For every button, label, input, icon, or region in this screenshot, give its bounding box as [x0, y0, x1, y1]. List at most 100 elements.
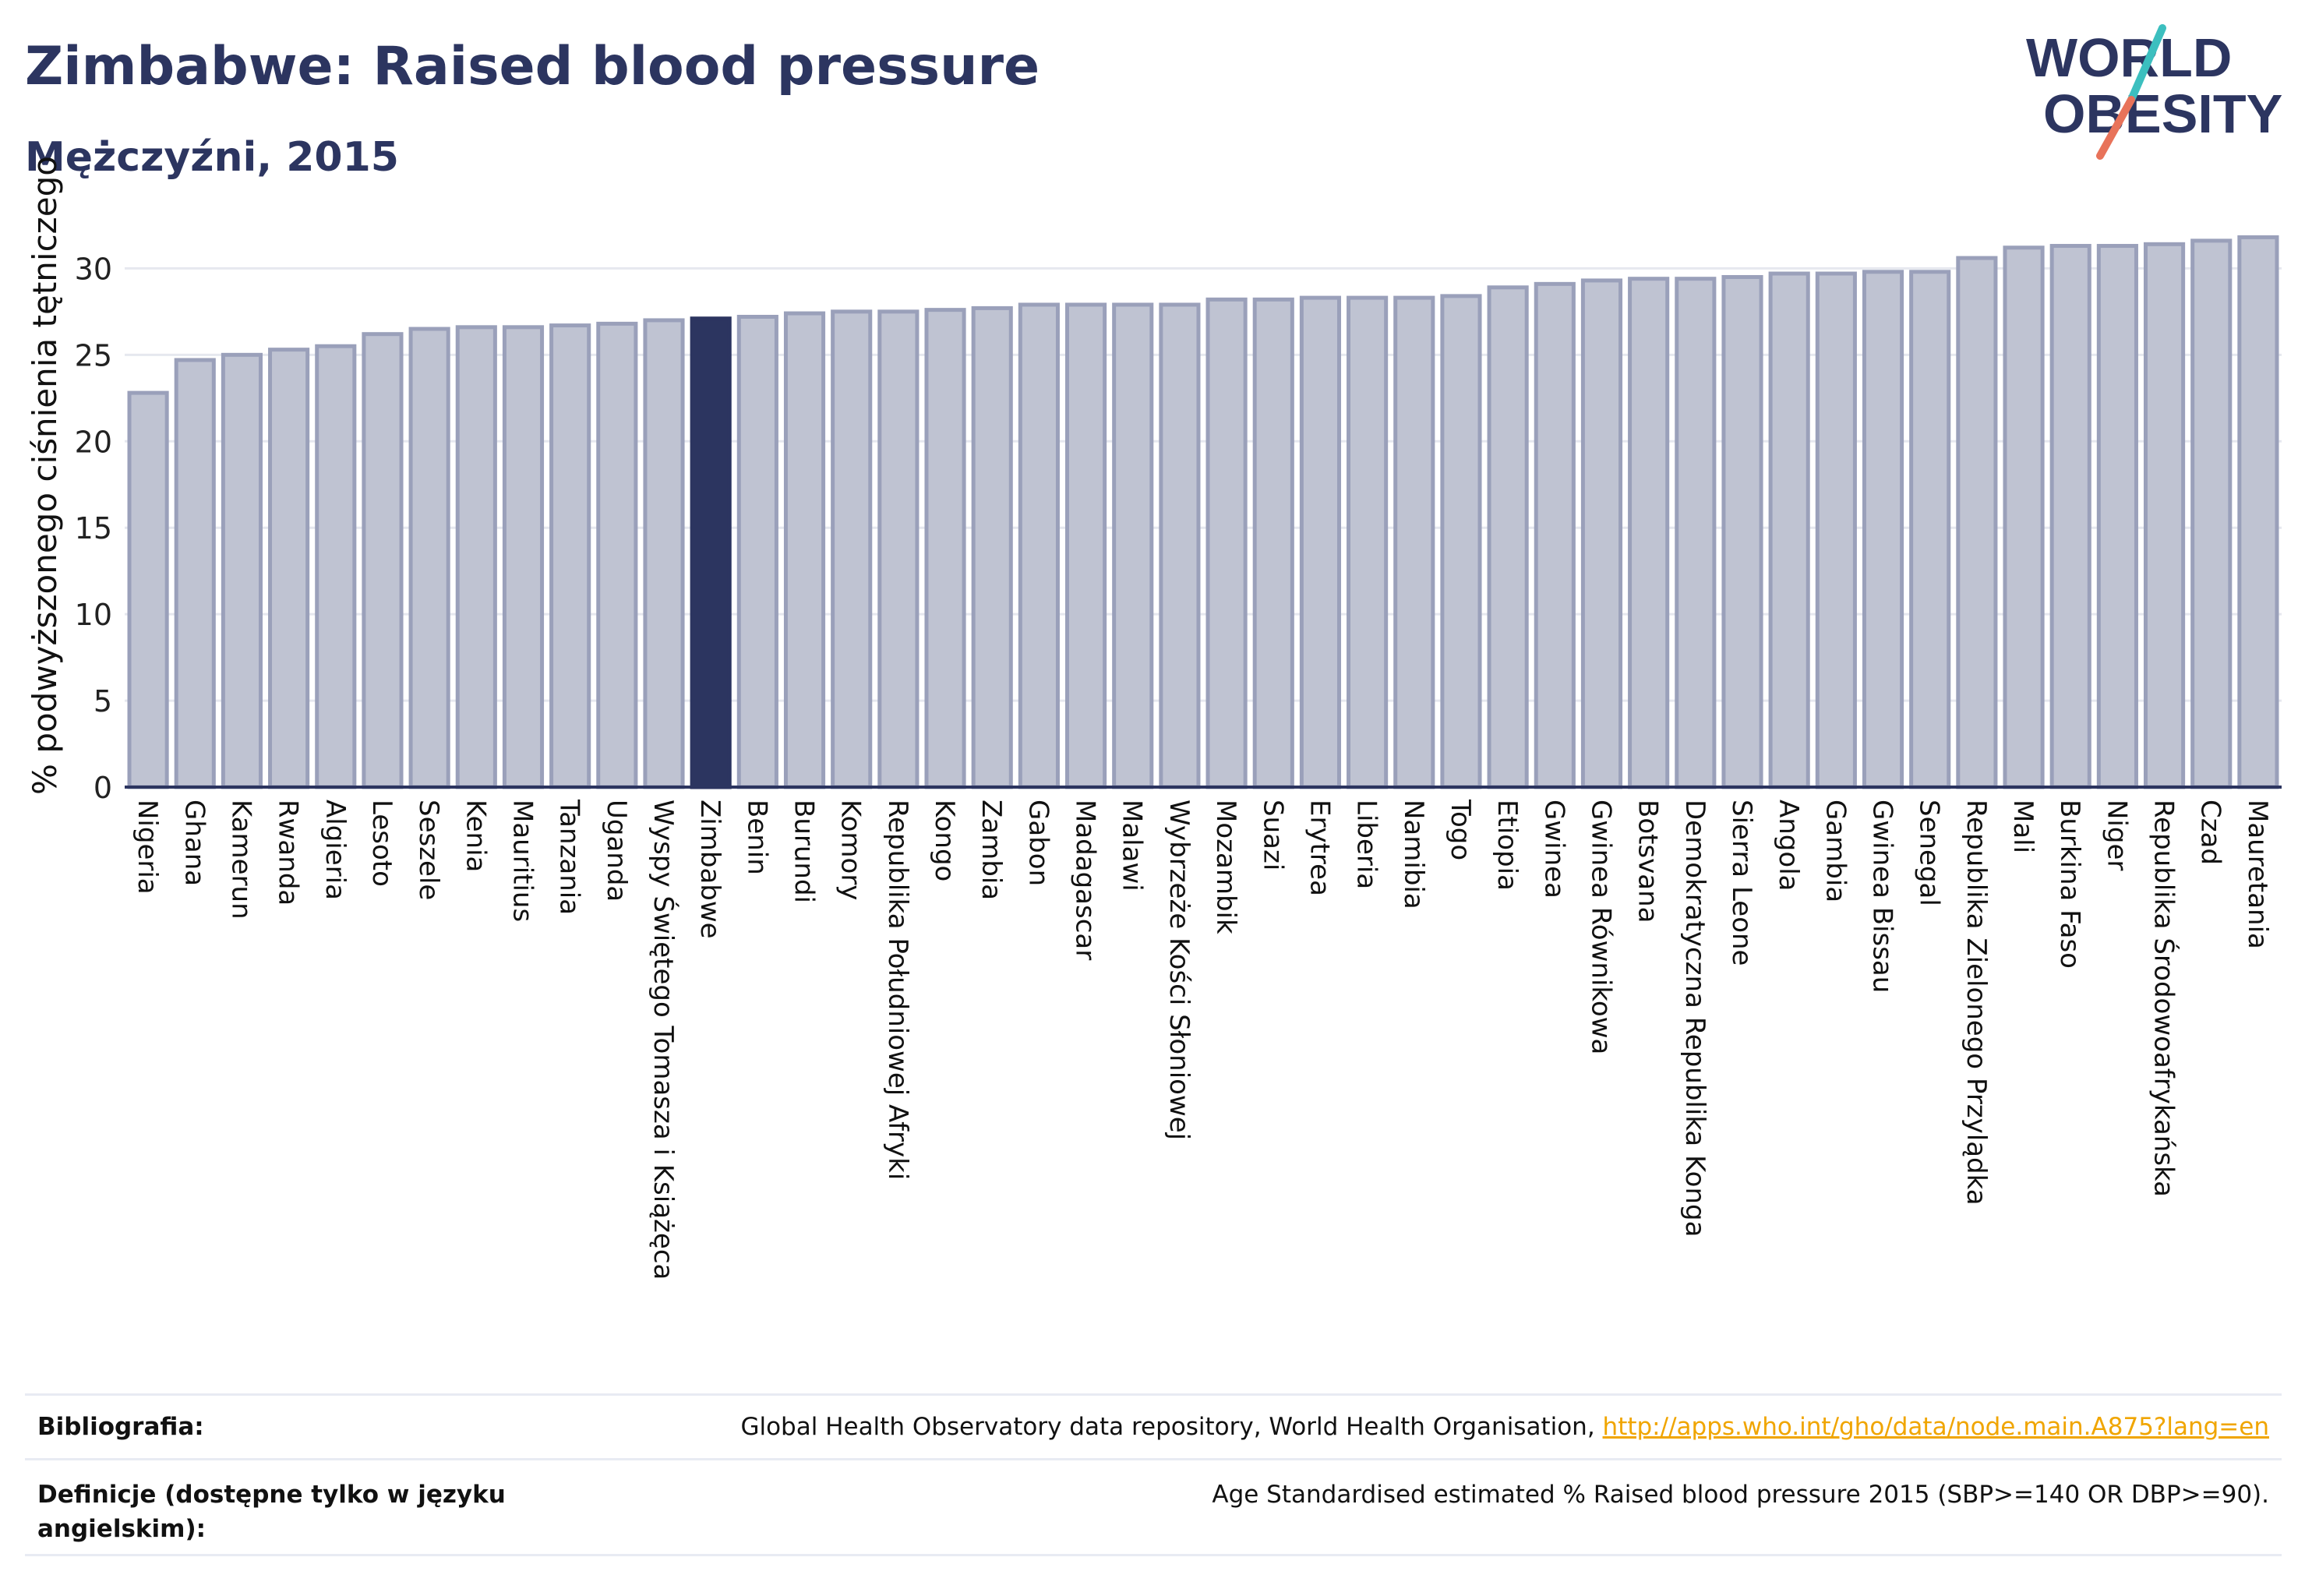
x-tick-label: Wyspy Świętego Tomasza i Książęca [648, 800, 679, 1280]
bar [2096, 244, 2138, 789]
x-tick-label: Uganda [601, 800, 632, 902]
x-tick-label: Gambia [1820, 800, 1851, 902]
x-tick-label: Madagascar [1070, 800, 1101, 960]
x-tick-label: Mauretania [2242, 800, 2273, 949]
y-axis-title: % podwyższonego ciśnienia tętniczego [26, 156, 64, 795]
bar [1487, 285, 1529, 789]
x-tick-label: Republika Południowej Afryki [882, 800, 913, 1180]
logo-line2: OBESITY [2043, 83, 2282, 144]
y-tick-label: 20 [75, 425, 112, 459]
bar [2190, 238, 2233, 789]
logo-slash-coral [2096, 96, 2135, 160]
bar [596, 321, 638, 789]
bar [736, 315, 778, 789]
bar [221, 352, 263, 789]
x-tick-label: Erytrea [1304, 800, 1335, 896]
bar [1768, 271, 1810, 789]
x-tick-label: Lesoto [366, 800, 397, 887]
bibliography-label: Bibliografia: [37, 1413, 204, 1441]
x-tick-label: Malawi [1117, 800, 1148, 892]
bar [924, 308, 966, 789]
x-tick-label: Burkina Faso [2054, 800, 2085, 969]
bar [2143, 242, 2186, 789]
bar [1205, 297, 1248, 789]
x-tick-label: Rwanda [273, 800, 304, 906]
bar [2003, 245, 2045, 789]
bar-highlight [690, 316, 732, 789]
x-tick-label: Angola [1773, 800, 1804, 891]
bar [971, 305, 1013, 789]
x-tick-label: Seszele [413, 800, 444, 900]
bar [1393, 295, 1435, 789]
bar [362, 332, 404, 789]
x-tick-label: Gwinea Równikowa [1585, 800, 1616, 1054]
x-tick-label: Zambia [976, 800, 1007, 900]
definitions-row: Definicje (dostępne tylko w języku angie… [25, 1458, 2282, 1556]
x-tick-label: Togo [1445, 799, 1476, 860]
x-tick-label: Gwinea [1538, 800, 1569, 899]
y-tick-label: 15 [75, 511, 112, 546]
bar [1909, 270, 1951, 789]
bar [502, 325, 545, 789]
x-tick-label: Nigeria [132, 800, 163, 895]
x-tick-label: Burundi [789, 800, 820, 903]
bar-chart: 0 5 10 15 20 25 30 % podwyższonego ciśnienia tę… [26, 156, 2282, 1280]
axes: 0 5 10 15 20 25 30 % podwyższonego ciśnienia tę… [26, 156, 2282, 805]
bar [1721, 274, 1763, 789]
bibliography-value: Global Health Observatory data repositor… [740, 1410, 2269, 1444]
bar [1347, 295, 1389, 789]
bibliography-link[interactable]: http://apps.who.int/gho/data/node.main.A… [1602, 1413, 2269, 1441]
bar [1956, 256, 1998, 789]
x-tick-label: Liberia [1351, 800, 1382, 889]
x-tick-label: Algieria [319, 800, 351, 900]
page-title: Zimbabwe: Raised blood pressure [25, 36, 1040, 97]
bar [2237, 235, 2279, 789]
x-tick-label: Sierra Leone [1726, 800, 1757, 966]
bar [1159, 302, 1201, 789]
bar [408, 327, 450, 789]
y-tick-label: 25 [75, 338, 112, 373]
x-tick-label: Senegal [1914, 800, 1945, 906]
x-tick-label: Wybrzeże Kości Słoniowej [1163, 800, 1195, 1140]
bar [1299, 295, 1342, 789]
bar [1112, 302, 1154, 789]
bar [877, 309, 920, 789]
bar [831, 309, 873, 789]
bar [1252, 297, 1294, 789]
x-tick-label: Tanzania [554, 799, 585, 915]
x-tick-label: Gwinea Bissau [1867, 800, 1898, 993]
x-tick-label: Mauritius [507, 800, 538, 922]
x-tick-label: Demokratyczna Republika Konga [1679, 800, 1710, 1237]
bar [1628, 277, 1670, 789]
bar [1440, 294, 1482, 789]
bar [1018, 302, 1060, 789]
bar [549, 323, 591, 789]
x-tick-label: Zimbabwe [694, 800, 725, 939]
bibliography-row: Bibliografia: Global Health Observatory … [25, 1393, 2282, 1458]
category-labels: Nigeria Ghana Kamerun Rwanda Algieria Lesoto S… [132, 799, 2273, 1280]
x-tick-label: Komory [835, 800, 867, 900]
world-obesity-logo: WORLD OBESITY [2026, 24, 2282, 160]
x-tick-label: Benin [741, 800, 772, 875]
x-tick-label: Niger [2101, 800, 2132, 870]
x-tick-label: Botsvana [1633, 800, 1664, 923]
x-tick-label: Czad [2195, 800, 2226, 865]
bar [783, 311, 826, 789]
y-tick-label: 0 [94, 771, 112, 805]
definitions-text: Age Standardised estimated % Raised bloo… [1212, 1481, 2269, 1509]
bar [455, 325, 497, 789]
x-tick-label: Namibia [1398, 800, 1429, 909]
bar [1534, 281, 1576, 789]
x-tick-label: Mozambik [1210, 800, 1241, 934]
footer: Bibliografia: Global Health Observatory … [25, 1393, 2282, 1556]
bar [1675, 277, 1717, 789]
bars [127, 235, 2279, 789]
y-tick-label: 10 [75, 598, 112, 632]
definitions-label: Definicje (dostępne tylko w języku angie… [37, 1481, 506, 1543]
x-tick-label: Kamerun [225, 800, 256, 920]
y-tick-label: 5 [94, 684, 112, 719]
x-tick-label: Mali [2007, 800, 2038, 853]
bar [268, 348, 310, 789]
bar [174, 358, 216, 789]
bar [1862, 270, 1904, 789]
